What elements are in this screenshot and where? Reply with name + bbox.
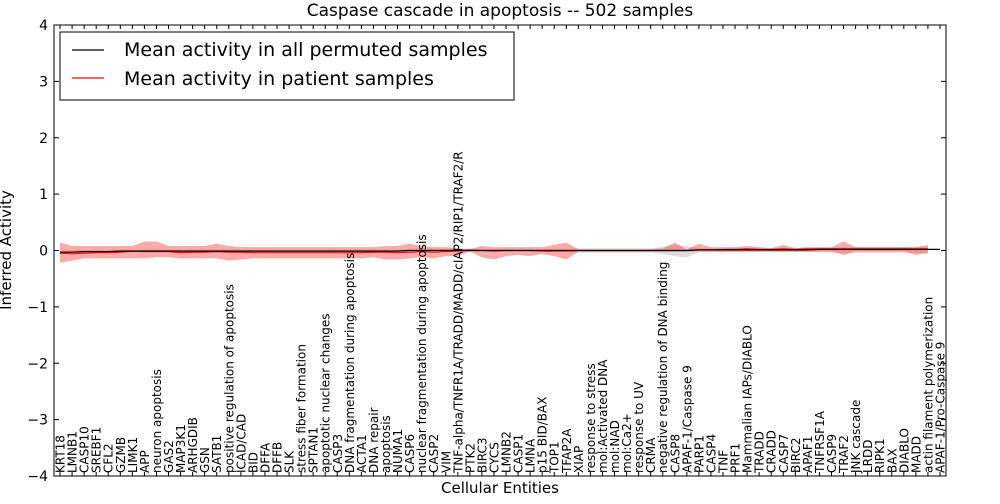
x-tick-label: TRAF2 xyxy=(837,435,851,474)
x-tick-label: GZMB xyxy=(114,437,128,473)
y-tick-label: −4 xyxy=(27,469,48,485)
x-tick-label: CRMA xyxy=(644,437,658,473)
x-tick-label: CASP3 xyxy=(331,434,345,473)
x-tick-label: TNF xyxy=(717,450,731,474)
x-tick-label: CFL2 xyxy=(102,443,116,473)
x-tick-label: DIABLO xyxy=(897,428,911,473)
x-tick-label: BIRC2 xyxy=(789,437,803,473)
x-tick-label: VIM xyxy=(439,451,453,473)
x-tick-label: ACTA1 xyxy=(355,434,369,473)
x-tick-label: apoptotic nuclear changes xyxy=(319,314,333,473)
y-tick-label: 3 xyxy=(39,74,48,90)
x-tick-label: APAF-1/Pro-Caspase 9 xyxy=(934,342,948,473)
x-tick-label: CASP1 xyxy=(512,434,526,473)
x-tick-label: SREBF1 xyxy=(90,427,104,473)
y-tick-label: 0 xyxy=(39,244,48,260)
x-tick-label: CASP6 xyxy=(403,434,417,473)
x-tick-label: JNK cascade xyxy=(849,400,863,474)
legend-box xyxy=(59,31,515,101)
x-tick-label: positive regulation of apoptosis xyxy=(222,284,236,473)
x-tick-label: neuron apoptosis xyxy=(150,369,164,473)
x-tick-label: CASP2 xyxy=(427,434,441,473)
x-tick-label: RIPK1 xyxy=(873,438,887,473)
x-tick-label: mol:Activated DNA xyxy=(596,359,610,473)
x-tick-label: DFFA xyxy=(258,442,272,473)
x-tick-label: APAF1 xyxy=(801,436,815,473)
y-axis-label: Inferred Activity xyxy=(0,190,15,310)
x-tick-label: mol:NAD xyxy=(608,420,622,473)
x-tick-label: CRADD xyxy=(765,430,779,473)
x-tick-label: PARP1 xyxy=(692,435,706,473)
y-tick-label: 4 xyxy=(39,18,48,34)
y-tick-label: 2 xyxy=(39,131,48,147)
x-tick-label: MAP3K1 xyxy=(174,424,188,473)
x-tick-label: SPTAN1 xyxy=(307,427,321,473)
legend-label-patient: Mean activity in patient samples xyxy=(124,68,434,90)
x-tick-label: Mammalian IAPs/DIABLO xyxy=(741,325,755,473)
x-tick-label: APAF-1/Caspase 9 xyxy=(680,365,694,473)
x-tick-label: CASP4 xyxy=(704,434,718,473)
x-tick-label: stress fiber formation xyxy=(295,344,309,473)
x-tick-label: GAS2 xyxy=(162,440,176,473)
x-tick-label: BIRC3 xyxy=(475,437,489,473)
x-tick-label: TRADD xyxy=(753,431,767,474)
x-tick-label: ARHGDIB xyxy=(186,417,200,473)
legend-label-permuted: Mean activity in all permuted samples xyxy=(124,39,487,61)
x-tick-label: LMNB2 xyxy=(500,431,514,473)
x-tick-label: p15 BID/BAX xyxy=(536,397,550,473)
x-tick-label: actin filament polymerization xyxy=(921,297,935,473)
x-tick-label: CYCS xyxy=(488,442,502,473)
band-patient xyxy=(60,241,928,263)
x-tick-label: LMNB1 xyxy=(66,431,80,473)
x-tick-label: CASP10 xyxy=(78,426,92,473)
x-tick-label: APP xyxy=(138,450,152,473)
x-tick-label: TOP1 xyxy=(548,441,562,474)
y-tick-label: −1 xyxy=(27,300,48,316)
x-tick-label: CASP9 xyxy=(825,434,839,473)
x-tick-label: GSN xyxy=(198,447,212,473)
x-tick-label: TNF-alpha/TNFR1A/TRADD/MADD/cIAP2/RIP1/T… xyxy=(451,151,465,474)
x-tick-label: BAX xyxy=(885,448,899,473)
y-tick-label: 1 xyxy=(39,187,48,203)
y-tick-label: −3 xyxy=(27,413,48,429)
x-tick-label: PTK2 xyxy=(463,443,477,473)
x-tick-label: MADD xyxy=(909,436,923,473)
x-tick-label: apoptosis xyxy=(379,415,393,473)
x-tick-label: PRF1 xyxy=(729,443,743,473)
x-tick-label: ICAD/CAD xyxy=(234,414,248,473)
x-tick-label: DNA repair xyxy=(367,407,381,473)
x-tick-label: DNA fragmentation during apoptosis xyxy=(343,253,357,473)
x-tick-label: LIMK1 xyxy=(126,437,140,473)
x-tick-label: NUMA1 xyxy=(391,429,405,473)
x-axis-label: Cellular Entities xyxy=(441,479,559,497)
x-tick-label: TNFRSF1A xyxy=(813,410,827,474)
x-tick-label: KRT18 xyxy=(54,435,68,473)
x-tick-label: TFAP2A xyxy=(560,428,574,474)
chart-legend: Mean activity in all permuted samples Me… xyxy=(59,31,515,101)
y-tick-label: −2 xyxy=(27,356,48,372)
x-tick-label: SLK xyxy=(283,450,297,473)
x-tick-label: response to stress xyxy=(584,363,598,473)
x-tick-label: BID xyxy=(246,452,260,473)
x-tick-label: DFFB xyxy=(271,442,285,473)
series-line-permuted xyxy=(60,248,940,253)
x-tick-label: CASP8 xyxy=(668,434,682,473)
x-tick-label: nuclear fragmentation during apoptosis xyxy=(415,234,429,473)
x-tick-label: CASP7 xyxy=(777,434,791,473)
x-tick-label: negative regulation of DNA binding xyxy=(656,262,670,473)
x-tick-label: response to UV xyxy=(632,381,646,473)
x-tick-label: mol:Ca2+ xyxy=(620,413,634,473)
x-tick-label: XIAP xyxy=(572,446,586,473)
chart-title: Caspase cascade in apoptosis -- 502 samp… xyxy=(307,1,694,21)
x-tick-label: SATB1 xyxy=(210,435,224,473)
x-tick-label: LMNA xyxy=(524,438,538,473)
x-tick-label: LRDD xyxy=(861,439,875,473)
